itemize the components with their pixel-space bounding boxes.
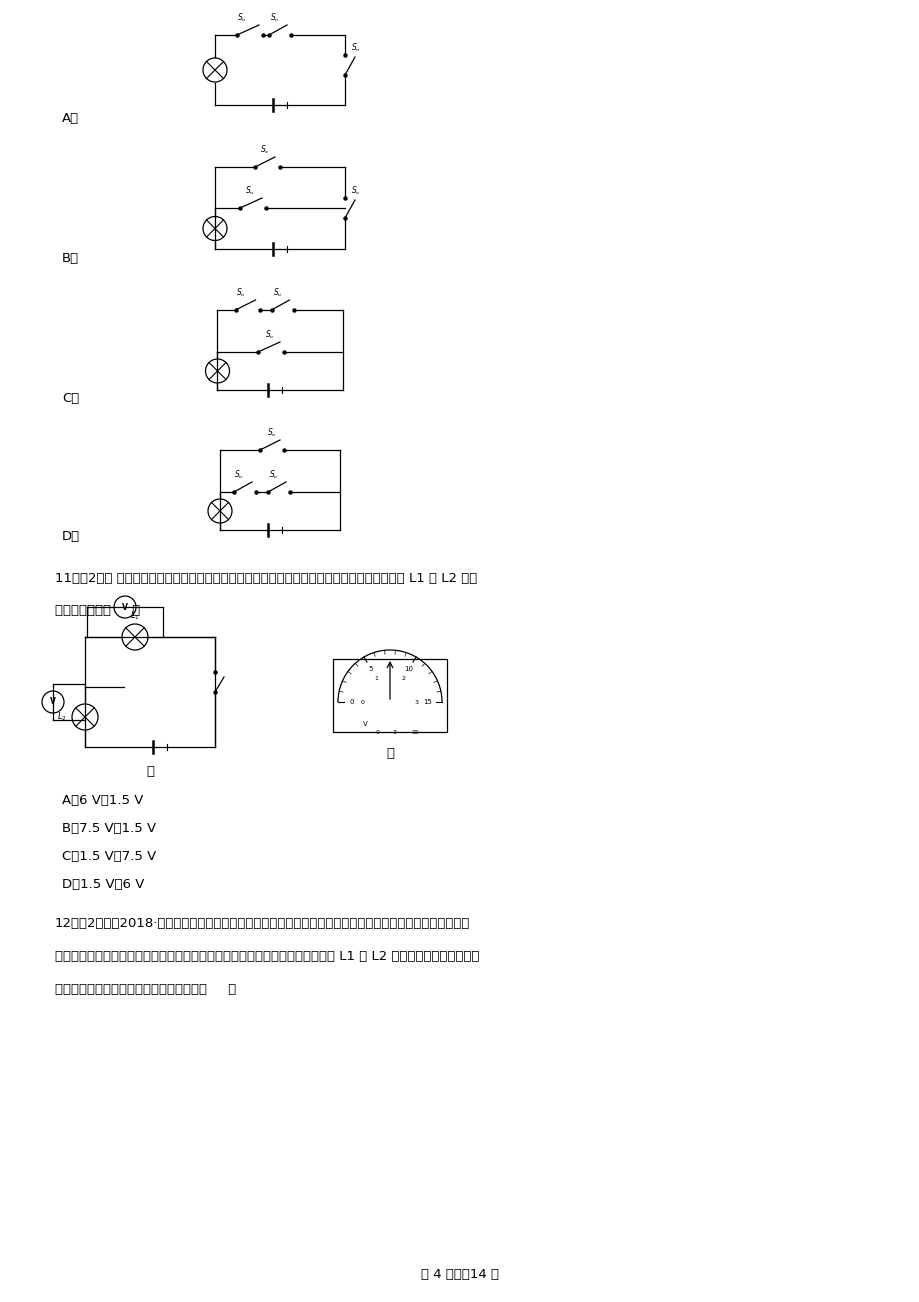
Text: 2: 2 — [401, 676, 405, 681]
Text: 0: 0 — [349, 699, 354, 704]
Text: D．1.5 V　6 V: D．1.5 V 6 V — [62, 878, 144, 891]
Text: $S_{乙}$: $S_{乙}$ — [270, 12, 279, 23]
Text: V: V — [362, 721, 367, 727]
Text: $S_{甲}$: $S_{甲}$ — [244, 185, 255, 197]
Text: $L_2$: $L_2$ — [57, 711, 67, 723]
Text: 3: 3 — [414, 699, 418, 704]
Text: 的电压分别为（     ）: 的电压分别为（ ） — [55, 604, 140, 617]
Text: C．1.5 V　7.5 V: C．1.5 V 7.5 V — [62, 850, 156, 863]
Text: 乙: 乙 — [386, 747, 393, 760]
Text: 15: 15 — [411, 730, 418, 736]
Text: 针所指位置没有任何变化。由此可以推断（     ）: 针所指位置没有任何变化。由此可以推断（ ） — [55, 983, 236, 996]
Text: 3: 3 — [392, 730, 397, 736]
Text: $S_{乙}$: $S_{乙}$ — [272, 286, 282, 298]
Text: $S_{甲}$: $S_{甲}$ — [237, 12, 246, 23]
Text: $S_{甲}$: $S_{甲}$ — [235, 286, 245, 298]
Text: 0: 0 — [360, 699, 365, 704]
Text: 11．（2分） 如图甲所示电路中，当闭合开关后，两只电压表的指针偏转均如图乙所示，则灯泡 L1 和 L2 两端: 11．（2分） 如图甲所示电路中，当闭合开关后，两只电压表的指针偏转均如图乙所示… — [55, 572, 477, 585]
Text: $S_{乙}$: $S_{乙}$ — [267, 427, 277, 437]
Text: 5: 5 — [369, 667, 373, 672]
Text: A．: A． — [62, 112, 79, 125]
Text: $S_{闸}$: $S_{闸}$ — [265, 328, 275, 340]
Text: 0: 0 — [376, 730, 380, 736]
Text: V: V — [122, 603, 128, 612]
Text: $S_{甲}$: $S_{甲}$ — [234, 469, 244, 480]
Text: C．: C． — [62, 392, 79, 405]
Circle shape — [42, 691, 64, 713]
Bar — [333, 659, 447, 732]
Text: 15: 15 — [423, 699, 432, 704]
Text: D．: D． — [62, 530, 80, 543]
Text: B．: B． — [62, 253, 79, 266]
Text: 12．（2分）（2018·盐城）在探究串联电路电压特点的实验中，小红按图正确连接好电路，闭合开关后发现两: 12．（2分）（2018·盐城）在探究串联电路电压特点的实验中，小红按图正确连接… — [55, 917, 470, 930]
Text: V: V — [50, 698, 56, 707]
Text: $S_{闸}$: $S_{闸}$ — [351, 42, 360, 53]
Text: $S_{乙}$: $S_{乙}$ — [260, 143, 269, 155]
Text: $S_{闸}$: $S_{闸}$ — [351, 185, 360, 197]
Text: 第 4 页　內14 页: 第 4 页 內14 页 — [421, 1268, 498, 1280]
Text: B．7.5 V　1.5 V: B．7.5 V 1.5 V — [62, 822, 156, 835]
Text: 10: 10 — [404, 667, 413, 672]
Text: A．6 V　1.5 V: A．6 V 1.5 V — [62, 794, 143, 807]
Text: 电压表指针偏转角度相同。为寻找电路故障，小红用一根检测导线分别并联在灯 L1 或 L2 的两端，发现两电压表指: 电压表指针偏转角度相同。为寻找电路故障，小红用一根检测导线分别并联在灯 L1 或… — [55, 950, 479, 963]
Text: $L_1$: $L_1$ — [130, 609, 140, 622]
Circle shape — [114, 596, 136, 618]
Text: $S_{闸}$: $S_{闸}$ — [269, 469, 278, 480]
Text: 1: 1 — [374, 676, 378, 681]
Text: 甲: 甲 — [146, 766, 153, 779]
